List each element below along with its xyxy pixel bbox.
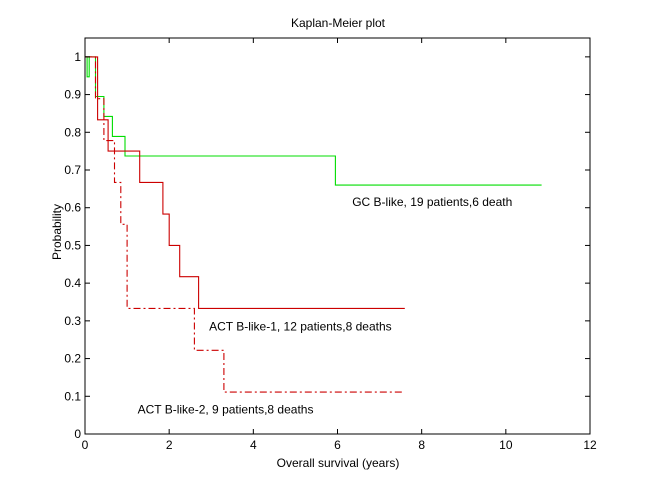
x-tick-label: 4 xyxy=(250,438,257,452)
annotation-layer: GC B-like, 19 patients,6 death ACT B-like… xyxy=(138,195,513,416)
series-annotation-3: ACT B-like-2, 9 patients,8 deaths xyxy=(138,402,314,416)
y-axis-label: Probability xyxy=(50,204,64,260)
y-tick-label: 0.2 xyxy=(64,352,81,366)
series-line-1 xyxy=(85,56,542,186)
axes-layer: 0 2 4 6 8 10 12 0 0.1 0.2 0.3 0.4 0.5 0.6 0.7 0.8 0.9 1 xyxy=(64,37,597,452)
series-line-2 xyxy=(85,56,405,309)
series-layer xyxy=(85,56,542,393)
y-tick-label: 0 xyxy=(74,427,81,441)
x-tick-label: 6 xyxy=(334,438,341,452)
series-line-3 xyxy=(85,56,405,393)
chart-title: Kaplan-Meier plot xyxy=(291,16,386,30)
y-tick-label: 0.4 xyxy=(64,276,81,290)
x-tick-label: 10 xyxy=(499,438,513,452)
y-tick-label: 0.8 xyxy=(64,125,81,139)
y-tick-label: 0.3 xyxy=(64,314,81,328)
y-tick-label: 0.5 xyxy=(64,238,81,252)
y-tick-label: 0.7 xyxy=(64,163,81,177)
y-tick-label: 0.1 xyxy=(64,389,81,403)
y-tick-label: 0.6 xyxy=(64,201,81,215)
x-tick-label: 0 xyxy=(82,438,89,452)
y-tick-label: 0.9 xyxy=(64,88,81,102)
series-annotation-1: GC B-like, 19 patients,6 death xyxy=(352,195,512,209)
x-tick-label: 8 xyxy=(418,438,425,452)
y-tick-label: 1 xyxy=(74,50,81,64)
x-tick-label: 12 xyxy=(583,438,597,452)
series-annotation-2: ACT B-like-1, 12 patients,8 deaths xyxy=(209,319,392,333)
plot-frame xyxy=(84,37,591,435)
x-axis-label: Overall survival (years) xyxy=(277,456,400,470)
x-tick-label: 2 xyxy=(166,438,173,452)
